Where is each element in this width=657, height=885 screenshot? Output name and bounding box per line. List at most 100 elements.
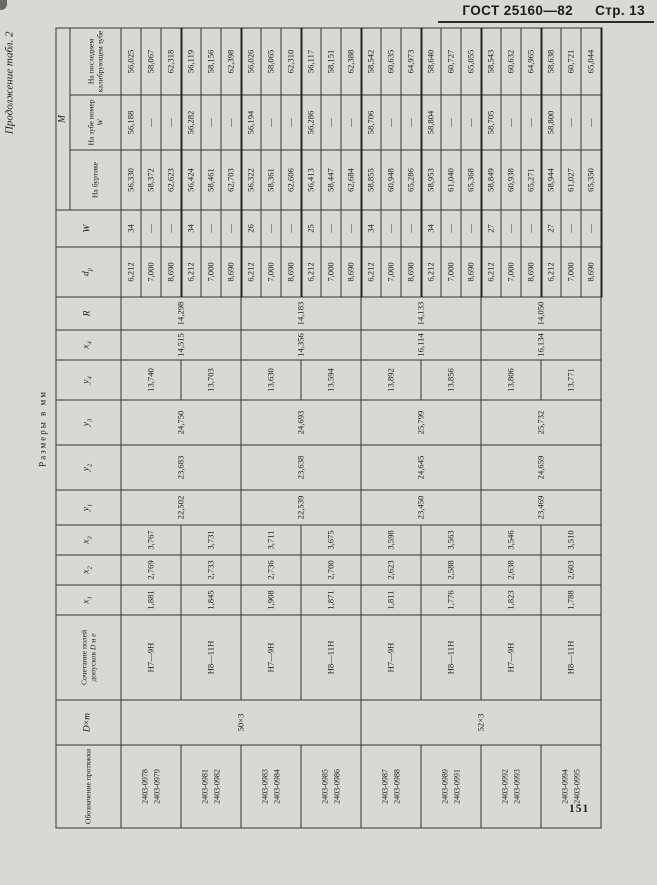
w-cell: 27: [480, 209, 501, 247]
m-burtik-cell: 62,606: [280, 149, 301, 210]
m-last-tooth-cell: 60,635: [380, 27, 401, 95]
dp-cell: 7,000: [260, 246, 281, 297]
m-last-tooth-cell: 62,388: [340, 27, 361, 95]
m-last-tooth-cell: 60,632: [500, 27, 521, 95]
m-last-tooth-cell: 58,065: [260, 27, 281, 95]
w-cell: 34: [180, 209, 201, 247]
x2-cell: 2,733: [180, 554, 241, 585]
y4-cell: 13,594: [300, 359, 361, 400]
x3-cell: 3,675: [300, 524, 361, 555]
col-m-sub-2: На последнем калибрующем зубе: [69, 27, 121, 95]
dxm-cell: 50×3: [120, 699, 361, 745]
y1-cell: 22,502: [120, 489, 241, 525]
w-cell: —: [520, 209, 541, 247]
x4-cell: 16,134: [480, 329, 601, 360]
w-cell: 26: [240, 209, 261, 247]
m-zub-w-cell: —: [440, 94, 461, 150]
m-zub-w-cell: —: [160, 94, 181, 150]
w-cell: —: [580, 209, 601, 247]
m-zub-w-cell: —: [260, 94, 281, 150]
designation-cell: 2403-0987 2403-0988: [360, 744, 421, 828]
w-cell: 25: [300, 209, 321, 247]
y3-cell: 25,732: [480, 399, 601, 445]
m-last-tooth-cell: 56,026: [240, 27, 261, 95]
m-burtik-cell: 65,271: [520, 149, 541, 210]
dp-cell: 7,000: [560, 246, 581, 297]
w-cell: —: [260, 209, 281, 247]
m-last-tooth-cell: 64,965: [520, 27, 541, 95]
dp-cell: 8,690: [520, 246, 541, 297]
m-last-tooth-cell: 58,640: [420, 27, 441, 95]
m-last-tooth-cell: 58,543: [480, 27, 501, 95]
tolerance-cell: Н8—11Н: [300, 614, 361, 700]
tolerance-cell: Н7—9Н: [240, 614, 301, 700]
y2-cell: 23,638: [240, 444, 361, 490]
m-last-tooth-cell: 56,025: [120, 27, 141, 95]
dp-cell: 8,690: [340, 246, 361, 297]
y4-cell: 13,771: [540, 359, 601, 400]
y4-cell: 13,703: [180, 359, 241, 400]
x3-cell: 3,731: [180, 524, 241, 555]
dxm-cell: 52×3: [360, 699, 601, 745]
rotated-table-sheet: Продолжение табл. 2 Размеры в мм Обознач…: [3, 26, 602, 828]
m-burtik-cell: 58,944: [540, 149, 561, 210]
x3-cell: 3,711: [240, 524, 301, 555]
w-cell: 34: [420, 209, 441, 247]
dp-cell: 6,212: [420, 246, 441, 297]
y3-cell: 25,799: [360, 399, 481, 445]
tolerance-cell: Н8—11Н: [180, 614, 241, 700]
col-m-sub-1: На зубе номер W: [69, 94, 121, 150]
designation-cell: 2403-0985 2403-0986: [300, 744, 361, 828]
w-cell: —: [140, 209, 161, 247]
dp-cell: 8,690: [580, 246, 601, 297]
m-zub-w-cell: —: [580, 94, 601, 150]
m-burtik-cell: 58,447: [320, 149, 341, 210]
m-zub-w-cell: —: [400, 94, 421, 150]
designation-cell: 2403-0994 2403-0995: [540, 744, 601, 828]
designation-cell: 2403-0989 2403-0991: [420, 744, 481, 828]
w-cell: —: [400, 209, 421, 247]
m-zub-w-cell: —: [460, 94, 481, 150]
x2-cell: 2,623: [360, 554, 421, 585]
table-continuation-label: Продолжение табл. 2: [3, 31, 15, 134]
x1-cell: 1,881: [120, 584, 181, 615]
x1-cell: 1,811: [360, 584, 421, 615]
dp-cell: 6,212: [540, 246, 561, 297]
w-cell: 34: [360, 209, 381, 247]
scan-artifact: [0, 0, 7, 10]
w-cell: —: [500, 209, 521, 247]
w-cell: —: [160, 209, 181, 247]
m-last-tooth-cell: 56,117: [300, 27, 321, 95]
gost-number: ГОСТ 25160—82: [462, 3, 574, 18]
w-cell: —: [560, 209, 581, 247]
m-zub-w-cell: —: [380, 94, 401, 150]
designation-cell: 2403-0992 2403-0993: [480, 744, 541, 828]
m-burtik-cell: 56,424: [180, 149, 201, 210]
y2-cell: 23,683: [120, 444, 241, 490]
dp-cell: 6,212: [240, 246, 261, 297]
m-burtik-cell: 65,286: [400, 149, 421, 210]
m-zub-w-cell: 56,188: [120, 94, 141, 150]
y1-cell: 23,469: [480, 489, 601, 525]
y1-cell: 23,450: [360, 489, 481, 525]
w-cell: —: [340, 209, 361, 247]
m-burtik-cell: 58,461: [200, 149, 221, 210]
dp-cell: 6,212: [120, 246, 141, 297]
m-burtik-cell: 58,953: [420, 149, 441, 210]
m-last-tooth-cell: 56,119: [180, 27, 201, 95]
col-y4: y4: [55, 359, 121, 400]
w-cell: —: [220, 209, 241, 247]
m-last-tooth-cell: 60,721: [560, 27, 581, 95]
page-label: Стр. 13: [595, 3, 645, 18]
m-zub-w-cell: 58,800: [540, 94, 561, 150]
m-zub-w-cell: —: [320, 94, 341, 150]
dp-cell: 7,000: [200, 246, 221, 297]
m-zub-w-cell: 56,194: [240, 94, 261, 150]
y2-cell: 24,659: [480, 444, 601, 490]
tolerance-cell: Н8—11Н: [540, 614, 601, 700]
m-burtik-cell: 65,350: [580, 149, 601, 210]
m-burtik-cell: 60,938: [500, 149, 521, 210]
x3-cell: 3,767: [120, 524, 181, 555]
x1-cell: 1,776: [420, 584, 481, 615]
